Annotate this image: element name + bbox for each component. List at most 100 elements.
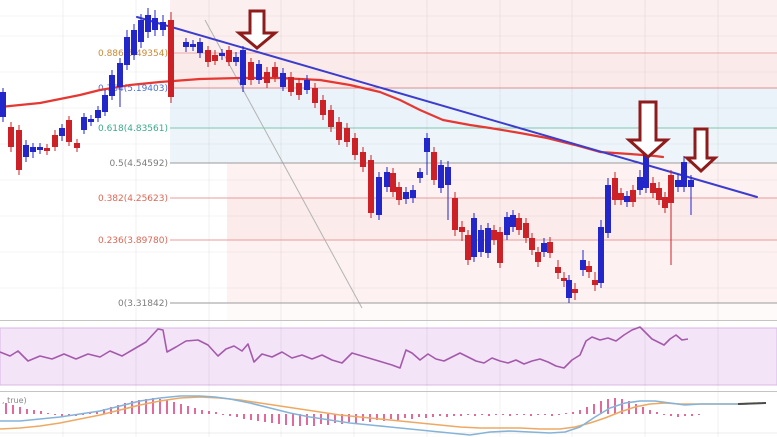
- candle-body: [280, 73, 286, 87]
- macd-signal-line: [0, 396, 756, 430]
- candle-body: [190, 44, 196, 47]
- candle-body: [656, 188, 662, 200]
- candle-body: [219, 53, 225, 56]
- candle-body: [497, 232, 503, 263]
- candle-body: [131, 30, 137, 55]
- fib-band: [170, 88, 777, 128]
- candle-body: [74, 143, 80, 148]
- candle-body: [23, 145, 29, 157]
- candle-body: [516, 218, 522, 230]
- candle-body: [81, 117, 87, 130]
- candle-body: [30, 147, 36, 152]
- down-arrow-2: [625, 100, 671, 160]
- candle-body: [160, 22, 166, 30]
- fib-band: [170, 128, 777, 163]
- candle-body: [384, 172, 390, 187]
- candle-body: [117, 63, 123, 87]
- candle-body: [485, 228, 491, 253]
- candle-body: [312, 88, 318, 103]
- fib-label-0.382: 0.382(4.25623): [98, 194, 168, 204]
- rsi-indicator-panel[interactable]: [0, 321, 777, 392]
- candle-body: [145, 15, 151, 32]
- candle-body: [598, 227, 604, 283]
- candle-body: [352, 138, 358, 155]
- descending-trendline: [136, 16, 758, 198]
- candle-body: [529, 238, 535, 250]
- candle-body: [16, 130, 22, 170]
- candle-body: [66, 120, 72, 142]
- candle-body: [523, 223, 529, 238]
- candle-body: [555, 267, 561, 273]
- candle-body: [360, 152, 366, 167]
- candle-body: [240, 50, 246, 85]
- candle-body: [0, 92, 6, 117]
- candle-body: [109, 75, 115, 96]
- secondary-trendline: [204, 19, 363, 309]
- candle-body: [197, 42, 203, 53]
- candle-body: [605, 185, 611, 233]
- fib-band: [170, 53, 777, 88]
- candle-body: [288, 77, 294, 92]
- candle-body: [304, 80, 310, 90]
- candle-body: [328, 110, 334, 127]
- candle-body: [592, 280, 598, 285]
- candle-body: [618, 193, 624, 200]
- candle-body: [452, 198, 458, 230]
- candle-body: [320, 100, 326, 115]
- rsi-chart-canvas[interactable]: [0, 321, 777, 391]
- candle-body: [376, 177, 382, 215]
- candle-body: [52, 135, 58, 147]
- candle-body: [37, 147, 43, 150]
- candle-body: [212, 55, 218, 61]
- candle-body: [510, 215, 516, 227]
- down-arrow-3: [683, 127, 719, 174]
- down-arrow-1: [234, 9, 280, 50]
- candle-body: [410, 190, 416, 198]
- candle-body: [681, 162, 687, 187]
- candle-body: [138, 20, 144, 42]
- candle-body: [650, 183, 656, 193]
- candle-body: [248, 62, 254, 80]
- macd-end-segment: [737, 402, 767, 405]
- macd-indicator-panel[interactable]: , true): [0, 392, 777, 437]
- candle-body: [417, 172, 423, 178]
- candle-body: [152, 18, 158, 30]
- candle-body: [8, 127, 14, 147]
- candle-body: [675, 180, 681, 187]
- rsi-range-band: [0, 327, 777, 386]
- candle-body: [183, 42, 189, 47]
- candle-body: [586, 266, 592, 272]
- candle-body: [403, 192, 409, 199]
- candle-body: [368, 160, 374, 213]
- candle-body: [688, 180, 694, 187]
- fib-label-0.764: 0.764(5.19403): [98, 84, 168, 94]
- candle-body: [465, 235, 471, 260]
- macd-chart-canvas[interactable]: [0, 392, 777, 437]
- candle-body: [471, 218, 477, 257]
- candle-body: [643, 147, 649, 188]
- candle-body: [256, 64, 262, 80]
- candle-body: [233, 57, 239, 62]
- candle-body: [491, 230, 497, 240]
- candle-body: [168, 20, 174, 97]
- fib-label-0.5: 0.5(4.54592): [109, 159, 168, 169]
- fib-label-0: 0(3.31842): [118, 299, 168, 309]
- candle-body: [226, 50, 232, 62]
- candle-body: [535, 252, 541, 262]
- candle-body: [504, 217, 510, 235]
- fib-label-0.236: 0.236(3.89780): [98, 236, 168, 246]
- fib-label-0.618: 0.618(4.83561): [98, 124, 168, 134]
- rsi-line: [0, 326, 689, 369]
- price-chart-panel[interactable]: 0.886(5.49354)0.764(5.19403)0.618(4.8356…: [0, 0, 777, 321]
- fib-band: [227, 303, 777, 320]
- candle-body: [572, 289, 578, 293]
- candle-body: [336, 122, 342, 140]
- candlestick-chart-canvas[interactable]: 0.886(5.49354)0.764(5.19403)0.618(4.8356…: [0, 0, 777, 320]
- candle-body: [124, 37, 130, 65]
- candle-body: [630, 190, 636, 202]
- candle-body: [566, 280, 572, 298]
- candle-body: [547, 242, 553, 253]
- candle-body: [95, 110, 101, 118]
- candle-body: [205, 50, 211, 62]
